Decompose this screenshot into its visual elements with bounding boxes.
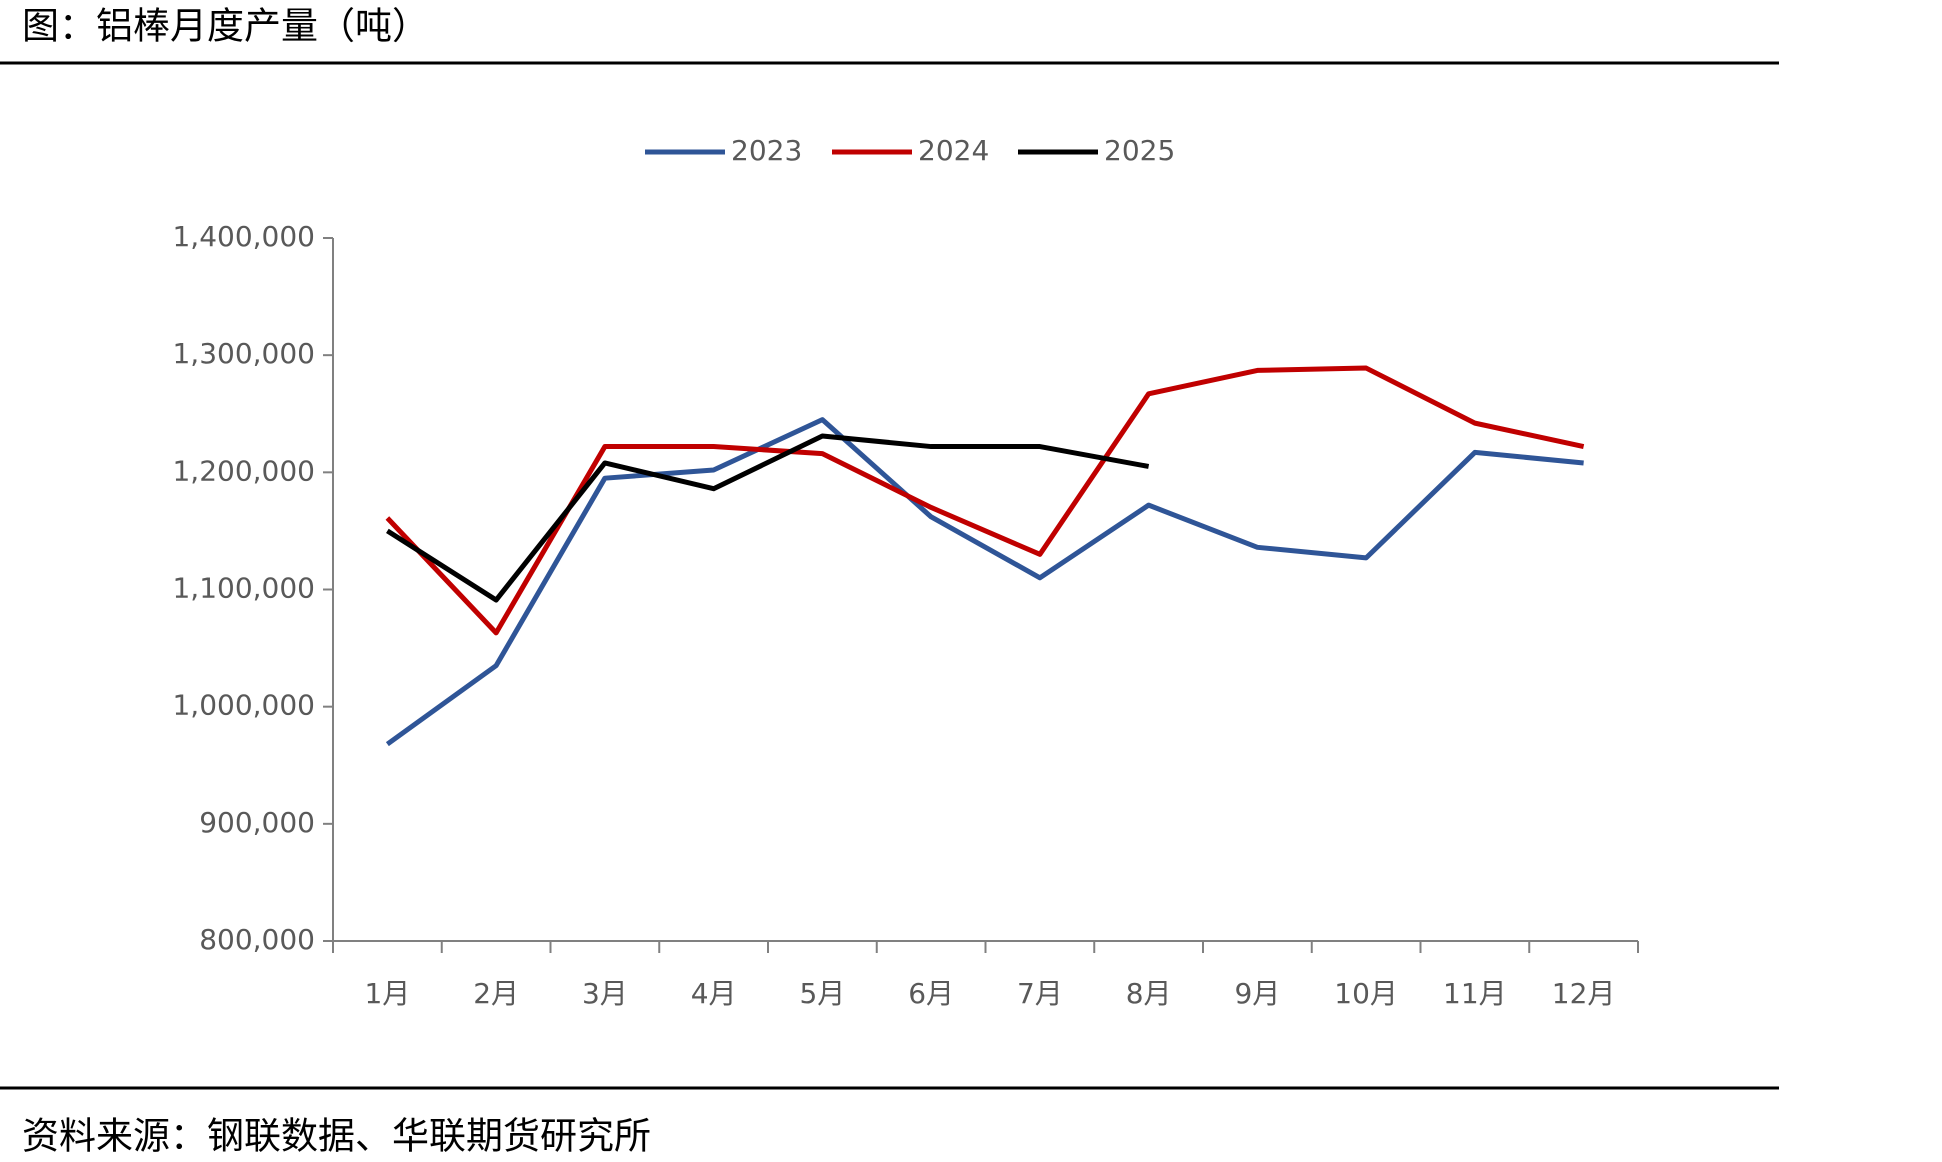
y-tick-label: 1,200,000 — [172, 454, 315, 487]
x-tick-label: 3月 — [582, 977, 628, 1010]
x-tick-label: 9月 — [1234, 977, 1280, 1010]
y-tick-label: 800,000 — [199, 923, 315, 956]
y-tick-label: 1,400,000 — [172, 220, 315, 253]
source-note: 资料来源：钢联数据、华联期货研究所 — [22, 1115, 651, 1158]
x-tick-label: 2月 — [473, 977, 519, 1010]
x-tick-label: 7月 — [1017, 977, 1063, 1010]
legend-label: 2025 — [1104, 134, 1175, 167]
legend-label: 2024 — [918, 134, 989, 167]
x-tick-label: 5月 — [799, 977, 845, 1010]
x-tick-label: 4月 — [691, 977, 737, 1010]
y-tick-label: 1,300,000 — [172, 337, 315, 370]
series-line — [386, 433, 1150, 603]
y-tick-label: 900,000 — [199, 806, 315, 839]
y-tick-label: 1,100,000 — [172, 572, 315, 605]
x-tick-label: 1月 — [364, 977, 410, 1010]
legend-label: 2023 — [731, 134, 802, 167]
y-tick-label: 1,000,000 — [172, 689, 315, 722]
x-tick-label: 12月 — [1552, 977, 1616, 1010]
x-tick-label: 8月 — [1126, 977, 1172, 1010]
series-line — [385, 365, 1585, 636]
x-tick-label: 11月 — [1443, 977, 1507, 1010]
chart-title: 图：铝棒月度产量（吨） — [22, 5, 429, 48]
x-tick-label: 10月 — [1334, 977, 1398, 1010]
x-tick-label: 6月 — [908, 977, 954, 1010]
series-line — [385, 417, 1584, 747]
